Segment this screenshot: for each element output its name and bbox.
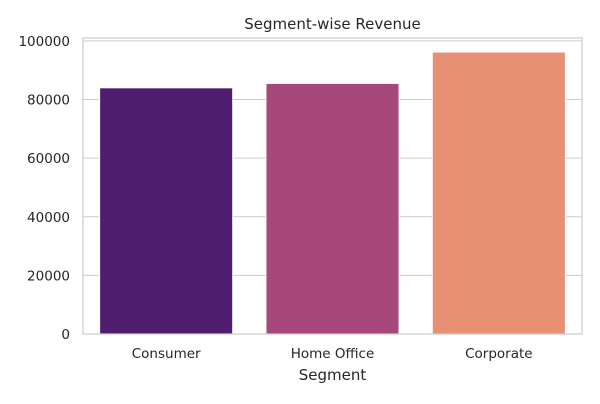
x-tick-label: Home Office (291, 346, 375, 362)
bar-consumer (99, 87, 234, 335)
plot-frame (82, 37, 583, 335)
bars (99, 51, 566, 335)
y-tick-label: 0 (61, 327, 70, 343)
bar-corporate (431, 51, 566, 335)
bar-home-office (265, 82, 400, 335)
x-tick-label: Consumer (132, 346, 201, 362)
y-tick-label: 80000 (27, 93, 70, 109)
x-tick-label: Corporate (465, 346, 533, 362)
y-tick-label: 20000 (27, 268, 70, 284)
x-tick-labels: Consumer Home Office Corporate (132, 346, 533, 362)
y-tick-label: 100000 (18, 34, 70, 50)
y-tick-label: 60000 (27, 151, 70, 167)
y-tick-labels: 0 20000 40000 60000 80000 100000 (18, 34, 70, 343)
chart-title: Segment-wise Revenue (244, 15, 420, 33)
x-axis-title: Segment (299, 366, 367, 384)
y-tick-label: 40000 (27, 210, 70, 226)
